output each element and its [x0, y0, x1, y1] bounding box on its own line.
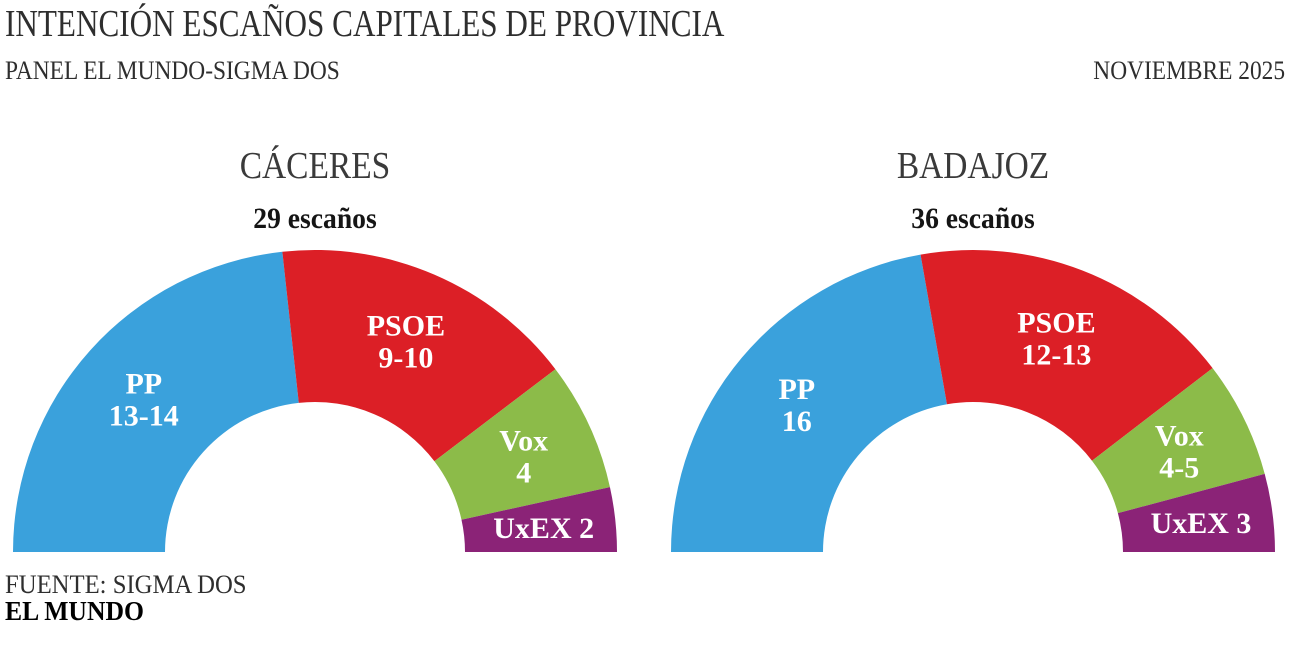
segment-label-psoe: PSOE 9-10 [367, 310, 445, 375]
segment-label-vox: Vox 4 [499, 424, 548, 489]
chart-total-seats-caceres: 29 escaños [253, 202, 377, 235]
chart-block-badajoz: BADAJOZ 36 escaños PP 16 PSOE 12-13 Vox 4-5 Ux… [671, 143, 1275, 557]
segment-label-pp: PP 13-14 [109, 367, 179, 432]
segment-label-uxex: UxEX 2 [493, 512, 594, 545]
segment-vox [434, 369, 610, 520]
date-label: NOVIEMBRE 2025 [1093, 56, 1285, 85]
segment-psoe [920, 250, 1213, 461]
brand-wordmark: EL MUNDO [5, 596, 144, 626]
segment-pp [13, 251, 299, 552]
segment-pp [671, 254, 947, 552]
chart-block-caceres: CÁCERES 29 escaños PP 13-14 PSOE 9-10 Vox 4 Ux… [13, 143, 617, 557]
chart-title-badajoz: BADAJOZ [896, 145, 1050, 187]
source-label: FUENTE: SIGMA DOS [5, 570, 247, 599]
segment-label-pp: PP 16 [778, 373, 815, 438]
page-title: INTENCIÓN ESCAÑOS CAPITALES DE PROVINCIA [5, 3, 725, 45]
segment-vox [1092, 368, 1265, 514]
half-donut-chart-caceres: PP 13-14 PSOE 9-10 Vox 4 UxEX 2 [13, 250, 617, 552]
chart-total-seats-badajoz: 36 escaños [911, 202, 1035, 235]
chart-title-caceres: CÁCERES [239, 145, 391, 187]
segment-label-uxex: UxEX 3 [1151, 507, 1252, 540]
segment-uxex [461, 487, 617, 552]
segment-label-vox: Vox 4-5 [1155, 419, 1204, 484]
segment-psoe [282, 250, 556, 462]
segment-label-psoe: PSOE 12-13 [1017, 307, 1095, 372]
segment-uxex [1117, 473, 1275, 552]
panel-label: PANEL EL MUNDO-SIGMA DOS [5, 56, 340, 85]
half-donut-chart-badajoz: PP 16 PSOE 12-13 Vox 4-5 UxEX 3 [671, 250, 1275, 552]
header-subrow: PANEL EL MUNDO-SIGMA DOS NOVIEMBRE 2025 [5, 56, 1285, 86]
